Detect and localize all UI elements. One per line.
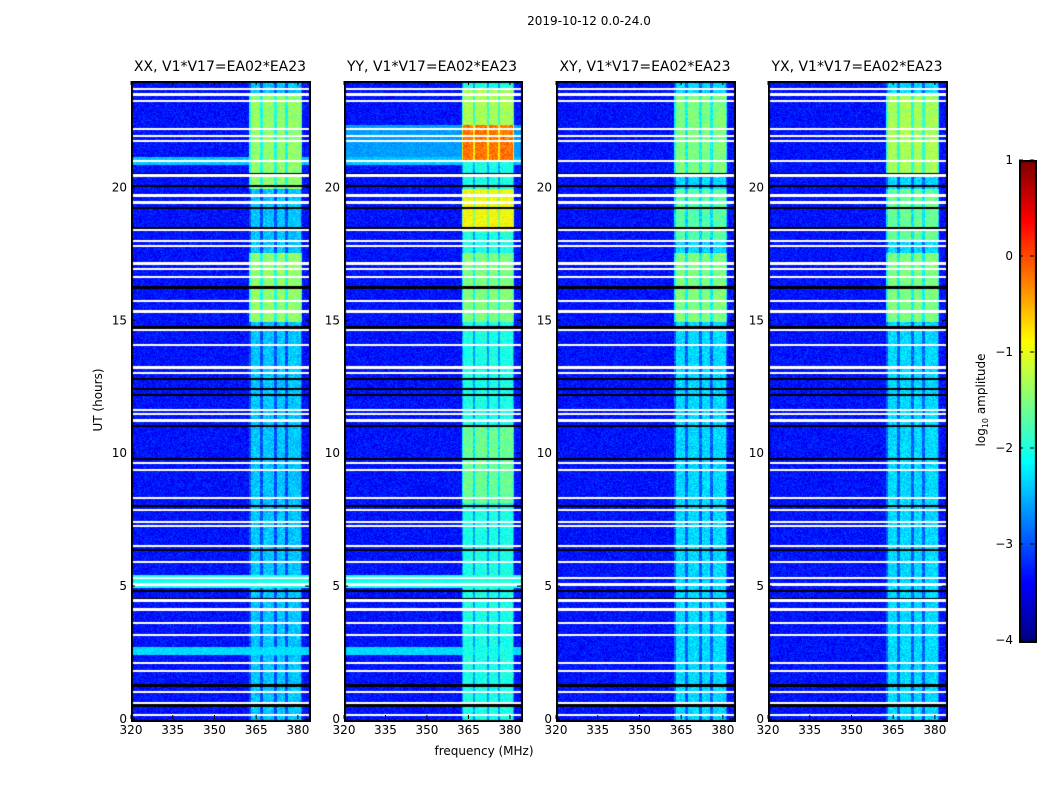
panel-title-yy: YY, V1*V17=EA02*EA23 — [346, 59, 518, 75]
x-tick-label: 320 — [333, 723, 356, 737]
x-tick-label: 335 — [798, 723, 821, 737]
x-tick-label: 365 — [670, 723, 693, 737]
y-tick-label: 5 — [756, 579, 764, 593]
x-tick-label: 380 — [711, 723, 734, 737]
colorbar-tick-label: −3 — [995, 537, 1013, 551]
x-tick-label: 350 — [628, 723, 651, 737]
y-tick-label: 5 — [544, 579, 552, 593]
colorbar-label-log: log — [973, 428, 988, 447]
panel-title-yx: YX, V1*V17=EA02*EA23 — [771, 59, 943, 75]
colorbar-tick-label: −4 — [995, 633, 1013, 647]
colorbar — [1019, 160, 1037, 643]
x-tick-label: 335 — [374, 723, 397, 737]
x-tick-label: 350 — [840, 723, 863, 737]
y-tick-label: 0 — [119, 712, 127, 726]
heatmap-xx — [131, 81, 311, 722]
heatmap-xy — [556, 81, 736, 722]
colorbar-tick-label: −2 — [995, 441, 1013, 455]
colorbar-label: log10 amplitude — [974, 354, 990, 447]
y-tick-label: 10 — [749, 446, 764, 460]
y-axis-label: UT (hours) — [91, 368, 105, 432]
colorbar-tick-label: −1 — [995, 345, 1013, 359]
panel-title-xy: XY, V1*V17=EA02*EA23 — [559, 59, 731, 75]
x-tick-label: 365 — [245, 723, 268, 737]
colorbar-label-rest: amplitude — [973, 353, 988, 418]
figure-title: 2019-10-12 0.0-24.0 — [527, 14, 651, 28]
x-tick-label: 380 — [923, 723, 946, 737]
y-tick-label: 15 — [325, 313, 340, 327]
x-tick-label: 335 — [586, 723, 609, 737]
y-tick-label: 15 — [537, 313, 552, 327]
x-tick-label: 320 — [757, 723, 780, 737]
heatmap-yx — [768, 81, 948, 722]
x-tick-label: 320 — [120, 723, 143, 737]
y-tick-label: 20 — [112, 180, 127, 194]
y-tick-label: 0 — [756, 712, 764, 726]
y-tick-label: 20 — [749, 180, 764, 194]
x-tick-label: 380 — [286, 723, 309, 737]
x-tick-label: 365 — [457, 723, 480, 737]
y-tick-label: 10 — [325, 446, 340, 460]
y-tick-label: 15 — [112, 313, 127, 327]
y-tick-label: 10 — [112, 446, 127, 460]
x-tick-label: 335 — [161, 723, 184, 737]
heatmap-yy — [344, 81, 523, 722]
x-tick-label: 320 — [545, 723, 568, 737]
panel-title-xx: XX, V1*V17=EA02*EA23 — [133, 59, 307, 75]
y-tick-label: 0 — [332, 712, 340, 726]
y-tick-label: 0 — [544, 712, 552, 726]
y-tick-label: 20 — [537, 180, 552, 194]
x-axis-label: frequency (MHz) — [434, 744, 534, 758]
x-tick-label: 380 — [498, 723, 521, 737]
x-tick-label: 365 — [882, 723, 905, 737]
colorbar-tick-label: 1 — [1005, 153, 1013, 167]
x-tick-label: 350 — [416, 723, 439, 737]
y-tick-label: 5 — [119, 579, 127, 593]
colorbar-tick-label: 0 — [1005, 249, 1013, 263]
colorbar-label-sub: 10 — [981, 417, 991, 429]
y-tick-label: 5 — [332, 579, 340, 593]
x-tick-label: 350 — [203, 723, 226, 737]
y-tick-label: 10 — [537, 446, 552, 460]
y-tick-label: 20 — [325, 180, 340, 194]
y-tick-label: 15 — [749, 313, 764, 327]
